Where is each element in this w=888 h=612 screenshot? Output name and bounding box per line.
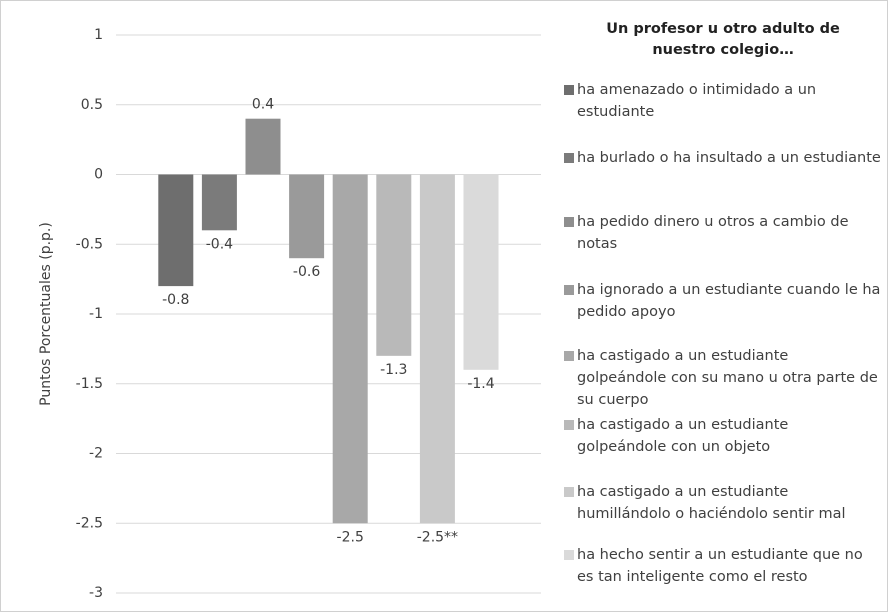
legend-swatch bbox=[564, 153, 574, 163]
legend-item: ha castigado a un estudiante humillándol… bbox=[564, 481, 882, 525]
data-label: -0.4 bbox=[206, 236, 233, 252]
data-label: 0.4 bbox=[252, 97, 274, 113]
bar bbox=[419, 174, 455, 524]
legend-label: ha amenazado o intimidado a un estudiant… bbox=[577, 82, 817, 120]
legend-item: ha amenazado o intimidado a un estudiant… bbox=[564, 79, 882, 123]
bar bbox=[332, 174, 368, 524]
legend: Un profesor u otro adulto de nuestro col… bbox=[564, 19, 882, 585]
bar bbox=[201, 174, 237, 231]
y-tick-label: -1 bbox=[89, 306, 103, 322]
legend-swatch bbox=[564, 351, 574, 361]
legend-label: ha castigado a un estudiante golpeándole… bbox=[577, 417, 789, 455]
legend-label: ha pedido dinero u otros a cambio de not… bbox=[577, 214, 849, 252]
legend-label: ha hecho sentir a un estudiante que no e… bbox=[577, 547, 863, 585]
plot: Puntos Porcentuales (p.p.) 1 0.5 0 -0.5 -1 -1… bbox=[38, 27, 541, 601]
data-label: -1.3 bbox=[380, 362, 407, 378]
y-tick-label: -3 bbox=[89, 585, 103, 601]
y-tick-label: -2 bbox=[89, 446, 103, 462]
legend-item: ha castigado a un estudiante golpeándole… bbox=[564, 345, 882, 411]
data-label: -0.6 bbox=[293, 264, 320, 280]
y-axis-label: Puntos Porcentuales (p.p.) bbox=[38, 222, 54, 406]
bar bbox=[463, 174, 499, 370]
bar bbox=[376, 174, 412, 356]
data-label: -0.8 bbox=[162, 292, 189, 308]
legend-item: ha castigado a un estudiante golpeándole… bbox=[564, 414, 882, 458]
y-tick-label: 0 bbox=[94, 167, 103, 183]
legend-item: ha ignorado a un estudiante cuando le ha… bbox=[564, 279, 882, 323]
legend-label: ha castigado a un estudiante humillándol… bbox=[577, 484, 846, 522]
legend-swatch bbox=[564, 85, 574, 95]
y-tick-label: -1.5 bbox=[76, 376, 103, 392]
data-label: -1.4 bbox=[467, 376, 494, 392]
data-label: -2.5 bbox=[337, 529, 364, 545]
legend-swatch bbox=[564, 550, 574, 560]
legend-swatch bbox=[564, 217, 574, 227]
legend-swatch bbox=[564, 487, 574, 497]
legend-label: ha ignorado a un estudiante cuando le ha… bbox=[577, 282, 881, 320]
y-tick-label: -0.5 bbox=[76, 236, 103, 252]
legend-label: ha burlado o ha insultado a un estudiant… bbox=[577, 150, 881, 166]
bar bbox=[158, 174, 194, 287]
legend-swatch bbox=[564, 285, 574, 295]
legend-label: ha castigado a un estudiante golpeándole… bbox=[577, 348, 878, 408]
bar bbox=[245, 118, 281, 175]
legend-item: ha burlado o ha insultado a un estudiant… bbox=[564, 147, 882, 169]
data-label: -2.5** bbox=[417, 529, 458, 545]
y-tick-label: 1 bbox=[94, 27, 103, 43]
bar bbox=[289, 174, 325, 259]
legend-item: ha pedido dinero u otros a cambio de not… bbox=[564, 211, 882, 255]
y-tick-label: 0.5 bbox=[81, 97, 103, 113]
y-tick-label: -2.5 bbox=[76, 515, 103, 531]
legend-item: ha hecho sentir a un estudiante que no e… bbox=[564, 544, 882, 588]
legend-title: Un profesor u otro adulto de nuestro col… bbox=[606, 21, 840, 58]
legend-swatch bbox=[564, 420, 574, 430]
